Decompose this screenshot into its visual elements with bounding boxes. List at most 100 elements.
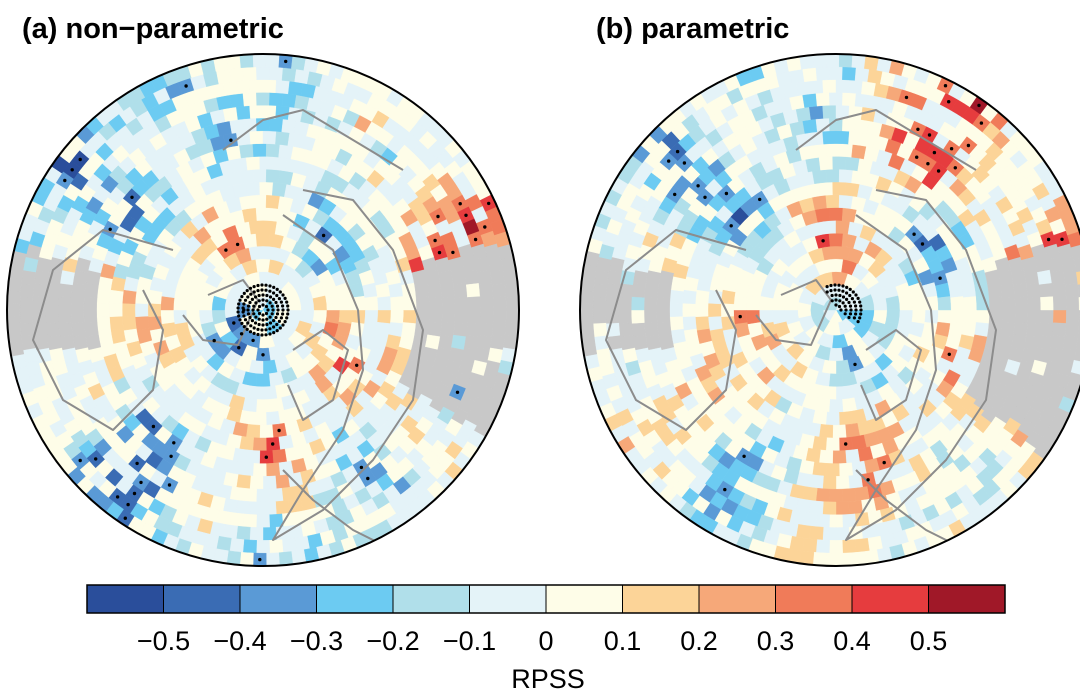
significance-dot bbox=[266, 308, 270, 312]
colorbar-tick-label: 0 bbox=[538, 626, 553, 656]
grid-cell bbox=[229, 93, 245, 108]
significance-dot bbox=[500, 201, 505, 205]
grid-cell bbox=[415, 296, 430, 311]
significance-dot bbox=[927, 133, 932, 137]
grid-cell bbox=[122, 302, 136, 318]
grid-cell bbox=[845, 564, 860, 566]
panel-a-outline bbox=[6, 53, 520, 567]
grid-cell bbox=[259, 565, 274, 566]
significance-dot bbox=[268, 321, 273, 325]
grid-cell bbox=[83, 296, 98, 311]
grid-cell bbox=[818, 156, 834, 171]
colorbar-swatch bbox=[699, 585, 776, 613]
grid-cell bbox=[505, 296, 519, 311]
grid-cell bbox=[256, 66, 270, 80]
significance-dot bbox=[616, 455, 621, 459]
significance-dot bbox=[248, 286, 253, 290]
grid-cell bbox=[222, 106, 239, 122]
grid-cell bbox=[848, 131, 863, 146]
significance-dot bbox=[1046, 237, 1051, 242]
grid-cell bbox=[1001, 309, 1016, 324]
significance-dot bbox=[261, 323, 265, 327]
grid-cell bbox=[644, 322, 659, 337]
grid-cell bbox=[281, 93, 297, 108]
coastline bbox=[222, 109, 404, 171]
significance-dot bbox=[829, 283, 833, 288]
grid-cell bbox=[812, 551, 827, 566]
significance-dot bbox=[264, 455, 268, 459]
grid-cell bbox=[377, 296, 392, 311]
grid-cell bbox=[812, 54, 827, 69]
grid-cell bbox=[851, 144, 867, 160]
colorbar-tick-label: 0.4 bbox=[833, 626, 871, 656]
colorbar-tick-label: −0.3 bbox=[290, 626, 343, 656]
grid-cell bbox=[851, 54, 867, 69]
grid-cell bbox=[911, 295, 926, 311]
grid-cell bbox=[854, 67, 870, 83]
grid-cell bbox=[822, 526, 837, 541]
grid-cell bbox=[490, 269, 505, 285]
grid-cell bbox=[838, 168, 854, 184]
grid-cell bbox=[83, 309, 98, 324]
colorbar-tick-label: −0.4 bbox=[213, 626, 266, 656]
grid-cell bbox=[592, 296, 607, 311]
significance-dot bbox=[248, 330, 253, 334]
significance-dot bbox=[723, 487, 727, 492]
significance-dot bbox=[283, 320, 287, 324]
grid-cell bbox=[262, 385, 278, 400]
significance-dot bbox=[277, 428, 281, 433]
grid-cell bbox=[259, 181, 274, 196]
significance-dot bbox=[859, 312, 863, 316]
significance-dot bbox=[264, 304, 269, 309]
grid-cell bbox=[1065, 309, 1080, 324]
grid-cell bbox=[1014, 296, 1029, 311]
significance-dot bbox=[236, 310, 240, 314]
significance-dot bbox=[246, 295, 250, 299]
grid-cell bbox=[504, 322, 519, 337]
significance-dot bbox=[854, 312, 858, 316]
grid-cell bbox=[829, 488, 843, 503]
panel-b-map bbox=[580, 54, 1080, 566]
significance-dot bbox=[272, 331, 276, 335]
significance-dot bbox=[252, 312, 256, 316]
significance-dot bbox=[916, 127, 920, 131]
grid-cell bbox=[364, 309, 379, 324]
grid-cell bbox=[278, 144, 294, 160]
grid-cell bbox=[825, 437, 840, 452]
grid-cell bbox=[477, 335, 493, 351]
grid-cell bbox=[490, 335, 505, 351]
significance-dot bbox=[257, 299, 261, 303]
significance-dot bbox=[167, 483, 172, 487]
grid-cell bbox=[580, 316, 594, 331]
grid-cell bbox=[262, 220, 278, 235]
grid-cell bbox=[252, 463, 267, 477]
significance-dot bbox=[821, 239, 825, 243]
significance-dot bbox=[237, 314, 241, 318]
grid-cell bbox=[242, 66, 257, 81]
grid-cell bbox=[252, 437, 267, 452]
significance-dot bbox=[830, 293, 834, 298]
grid-cell bbox=[682, 315, 697, 331]
significance-dot bbox=[78, 458, 82, 463]
grid-cell bbox=[265, 411, 281, 426]
grid-cell bbox=[682, 302, 696, 318]
significance-dot bbox=[252, 285, 256, 289]
grid-cell bbox=[848, 474, 863, 489]
grid-cell bbox=[809, 474, 824, 489]
significance-dot bbox=[464, 213, 468, 217]
grid-cell bbox=[272, 564, 287, 566]
significance-dot bbox=[257, 311, 262, 316]
significance-dot bbox=[433, 238, 437, 243]
grid-cell bbox=[518, 296, 519, 311]
significance-dot bbox=[253, 321, 258, 325]
grid-cell bbox=[825, 143, 840, 157]
grid-cell bbox=[109, 289, 124, 305]
significance-dot bbox=[279, 300, 283, 304]
significance-dot bbox=[845, 291, 849, 295]
grid-cell bbox=[21, 269, 36, 285]
grid-cell bbox=[795, 106, 812, 122]
significance-dot bbox=[858, 300, 862, 304]
grid-cell bbox=[832, 181, 847, 196]
grid-cell bbox=[262, 79, 277, 94]
grid-cell bbox=[248, 245, 264, 261]
